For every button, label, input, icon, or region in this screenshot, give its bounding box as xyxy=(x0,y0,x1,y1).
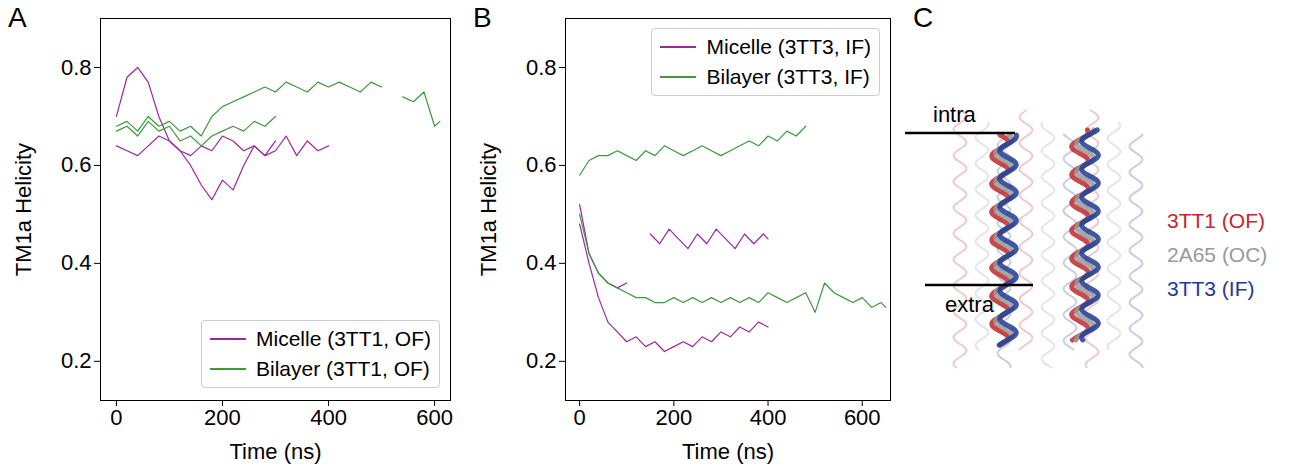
svg-text:0: 0 xyxy=(574,405,586,430)
svg-text:Time (ns): Time (ns) xyxy=(682,439,774,464)
svg-text:200: 200 xyxy=(204,405,241,430)
svg-text:3TT3 (IF): 3TT3 (IF) xyxy=(1167,277,1255,300)
svg-text:0.2: 0.2 xyxy=(526,348,557,373)
svg-text:600: 600 xyxy=(844,405,881,430)
svg-text:Time (ns): Time (ns) xyxy=(229,439,321,464)
svg-text:400: 400 xyxy=(310,405,347,430)
svg-text:0.4: 0.4 xyxy=(526,250,557,275)
html-text:Micelle (3TT1, OF): Micelle (3TT1, OF) xyxy=(256,327,431,350)
svg-text:0.8: 0.8 xyxy=(61,55,92,80)
svg-text:0.2: 0.2 xyxy=(61,348,92,373)
svg-text:200: 200 xyxy=(655,405,692,430)
svg-text:2A65 (OC): 2A65 (OC) xyxy=(1167,243,1267,266)
svg-text:400: 400 xyxy=(750,405,787,430)
html-text:Micelle (3TT3, IF): Micelle (3TT3, IF) xyxy=(706,35,871,58)
svg-text:0.6: 0.6 xyxy=(61,152,92,177)
svg-text:600: 600 xyxy=(416,405,453,430)
html-text:Bilayer (3TT3, IF): Bilayer (3TT3, IF) xyxy=(706,65,870,88)
html-text:A: A xyxy=(8,2,27,33)
svg-text:0.4: 0.4 xyxy=(61,250,92,275)
html-text:B: B xyxy=(473,2,492,33)
svg-text:TM1a Helicity: TM1a Helicity xyxy=(11,143,36,276)
svg-text:0.6: 0.6 xyxy=(526,152,557,177)
svg-text:0: 0 xyxy=(110,405,122,430)
svg-text:TM1a Helicity: TM1a Helicity xyxy=(476,143,501,276)
svg-text:0.8: 0.8 xyxy=(526,55,557,80)
svg-text:extra: extra xyxy=(945,292,995,317)
html-text:Bilayer (3TT1, OF): Bilayer (3TT1, OF) xyxy=(256,357,430,380)
svg-text:3TT1 (OF): 3TT1 (OF) xyxy=(1167,209,1265,232)
html-text:C: C xyxy=(913,2,934,33)
svg-text:intra: intra xyxy=(933,102,977,127)
